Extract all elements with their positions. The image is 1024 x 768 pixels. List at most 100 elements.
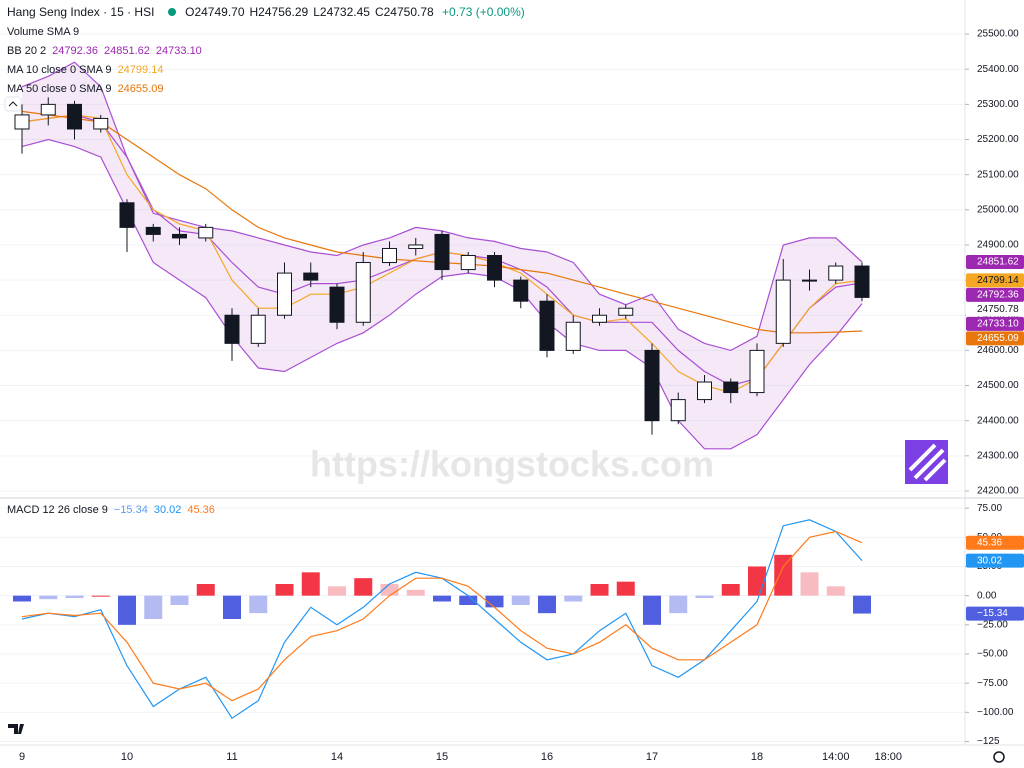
candle-body <box>355 262 371 323</box>
price-badge <box>966 606 1024 621</box>
candle-body <box>644 349 660 422</box>
indicator-value: 24733.10 <box>155 45 202 57</box>
candle-body <box>592 314 607 323</box>
candle-body <box>565 321 581 351</box>
histogram-bar <box>301 572 320 596</box>
symbol-legend: Hang Seng Index · 15 · HSI O24749.70 H247… <box>7 5 525 19</box>
histogram-bar <box>170 595 189 605</box>
candle-body <box>775 279 791 344</box>
price-badge <box>966 316 1024 331</box>
y-tick-label: −100.00 <box>977 707 1014 718</box>
candle-body <box>277 272 292 316</box>
price-badge <box>966 302 1024 317</box>
indicator-name: MA 50 close 0 SMA 9 <box>7 83 112 95</box>
y-tick-label: 25200.00 <box>977 134 1019 145</box>
histogram-bar <box>118 595 136 625</box>
candle-body <box>93 117 109 130</box>
price-badge-label: 24799.14 <box>977 275 1019 286</box>
histogram-bar <box>196 584 215 596</box>
x-tick-label: 16 <box>541 751 553 763</box>
indicator-name: Volume SMA 9 <box>7 26 80 38</box>
histogram-bar <box>643 595 661 625</box>
candle-body <box>382 247 397 264</box>
change: +0.73 (+0.00%) <box>442 5 525 19</box>
macd-legend-value: 30.02 <box>153 504 182 516</box>
candle-body <box>119 202 135 228</box>
indicator-legend[interactable]: BB 20 2 24792.36 24851.62 24733.10 <box>7 45 202 57</box>
x-tick-label: 9 <box>19 751 25 763</box>
histogram-bar <box>380 584 399 596</box>
x-tick-label: 14 <box>331 751 343 763</box>
histogram-bar <box>406 589 425 596</box>
histogram-bar <box>695 595 714 598</box>
signal-line <box>21 530 863 702</box>
histogram-bar <box>13 595 31 602</box>
x-tick-label: 15 <box>436 751 448 763</box>
settings-icon <box>993 751 1005 763</box>
indicator-legend[interactable]: MA 10 close 0 SMA 9 24799.14 <box>7 64 163 76</box>
histogram-bar <box>275 584 294 596</box>
ohlc-item: C24750.78 <box>374 5 434 19</box>
candle-body <box>723 381 739 394</box>
candle-body <box>67 103 82 130</box>
histogram-bar <box>564 595 583 602</box>
indicator-name: BB 20 2 <box>7 45 47 57</box>
indicator-value: 24792.36 <box>52 45 99 57</box>
macd-legend-value: −15.34 <box>113 504 148 516</box>
indicator-value: 24851.62 <box>104 45 150 57</box>
histogram-bar <box>826 586 845 596</box>
x-tick-label: 10 <box>121 751 133 763</box>
y-tick-label: 25500.00 <box>977 29 1019 40</box>
indicator-legend[interactable]: MA 50 close 0 SMA 9 24655.09 <box>7 83 163 95</box>
x-tick-label: 11 <box>226 751 237 763</box>
y-tick-label: 24300.00 <box>977 450 1019 461</box>
indicator-legend[interactable]: Volume SMA 9 <box>7 26 79 38</box>
candle-body <box>198 226 214 239</box>
indicator-value: 24655.09 <box>117 83 164 95</box>
histogram-bar <box>223 595 241 619</box>
x-tick-label: 18:00 <box>874 751 902 763</box>
candle-body <box>513 279 529 302</box>
price-badge-label: −15.34 <box>977 608 1008 619</box>
candle-body <box>854 265 870 298</box>
histogram-bar <box>249 595 268 614</box>
y-tick-label: 24900.00 <box>977 240 1019 251</box>
tv-logo <box>8 724 24 734</box>
y-tick-label: 0.00 <box>977 590 997 601</box>
candle-body <box>303 272 319 281</box>
histogram-bar <box>590 584 609 596</box>
histogram-bar <box>65 595 84 598</box>
collapse-button <box>4 96 22 112</box>
candle-body <box>697 381 712 401</box>
status-dot <box>167 8 176 16</box>
histogram-bar <box>485 595 504 608</box>
watermark: https://kongstocks.com <box>310 444 714 485</box>
candle-body <box>40 103 56 116</box>
candle-body <box>329 286 345 323</box>
x-tick-label: 14:00 <box>822 751 850 763</box>
ohlc-item: L24732.45 <box>313 5 370 19</box>
histogram-bar <box>616 581 635 596</box>
candle-body <box>434 233 450 271</box>
candle-body <box>224 314 240 344</box>
collapse-arrow <box>8 101 18 107</box>
y-tick-label: −25.00 <box>977 619 1008 630</box>
candle-body <box>539 300 555 351</box>
y-tick-label: 24500.00 <box>977 380 1019 391</box>
price-badge <box>966 273 1024 288</box>
y-tick-label: 24400.00 <box>977 415 1019 426</box>
indicator-name: MA 10 close 0 SMA 9 <box>7 64 112 76</box>
candle-body <box>250 314 266 344</box>
histogram-bar <box>39 595 58 600</box>
price-badge <box>966 287 1024 302</box>
candle-body <box>172 233 187 239</box>
price-badge-label: 30.02 <box>977 555 1002 566</box>
brand-icon-mark <box>908 443 947 482</box>
y-tick-label: 25300.00 <box>977 99 1019 110</box>
macd-legend-value: 45.36 <box>187 504 215 516</box>
symbol-title[interactable]: Hang Seng Index · 15 · HSI <box>7 5 155 19</box>
y-tick-label: 24600.00 <box>977 345 1019 356</box>
